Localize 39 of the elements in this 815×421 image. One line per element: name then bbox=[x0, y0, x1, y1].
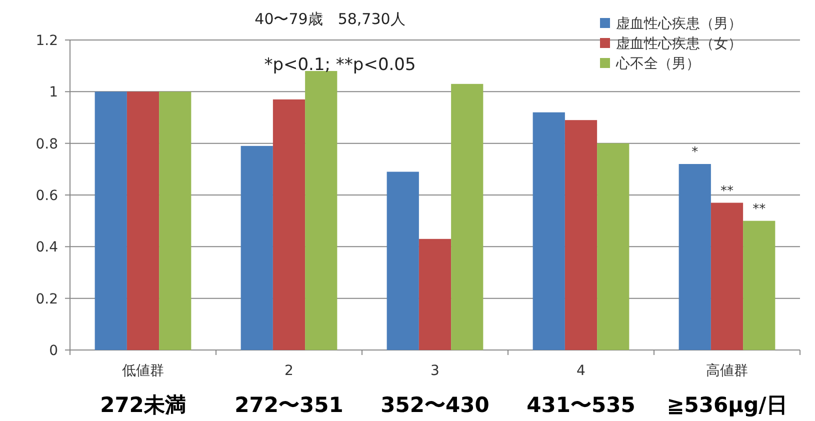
bar bbox=[94, 92, 127, 350]
bar bbox=[240, 146, 273, 350]
text: 352〜430 bbox=[380, 393, 490, 417]
y-tick-label: 1 bbox=[49, 84, 58, 101]
bar bbox=[564, 120, 598, 350]
bar bbox=[678, 164, 711, 350]
bar bbox=[597, 143, 630, 350]
x-tick-label: 低値群 bbox=[122, 363, 164, 379]
bar bbox=[272, 99, 306, 350]
text: 431〜535 bbox=[526, 393, 636, 417]
y-tick-label: 0.2 bbox=[36, 291, 58, 308]
y-tick-label: 0.8 bbox=[36, 136, 58, 152]
bar bbox=[386, 172, 419, 350]
y-tick-label: 1.2 bbox=[36, 33, 58, 49]
text: ≧536μg/日 bbox=[666, 393, 788, 417]
text: 272未満 bbox=[100, 393, 186, 417]
x-tick-label: 高値群 bbox=[706, 363, 748, 379]
x-tick-label: 3 bbox=[430, 363, 440, 379]
y-tick-label: 0 bbox=[49, 343, 58, 359]
chart-title: 40〜79歳 58,730人 bbox=[254, 10, 406, 28]
legend-label: 虚血性心疾患（男） bbox=[616, 16, 742, 32]
x-tick-label: 2 bbox=[284, 363, 294, 379]
annotation: * bbox=[692, 145, 699, 160]
legend-label: 虚血性心疾患（女） bbox=[616, 36, 742, 52]
bar bbox=[451, 84, 484, 350]
bar bbox=[743, 220, 776, 350]
bar bbox=[710, 202, 744, 350]
bar bbox=[126, 92, 160, 350]
annotation: *p<0.1; **p<0.05 bbox=[264, 55, 416, 75]
bar bbox=[532, 112, 565, 350]
bar bbox=[159, 92, 192, 350]
text: 272〜351 bbox=[234, 393, 344, 417]
legend-label: 心不全（男） bbox=[615, 56, 700, 72]
annotation: ** bbox=[720, 184, 734, 199]
x-tick-label: 4 bbox=[576, 363, 586, 379]
y-tick-label: 0.4 bbox=[36, 240, 58, 256]
y-tick-label: 0.6 bbox=[36, 188, 58, 204]
annotation: ** bbox=[752, 202, 766, 217]
bar bbox=[418, 238, 452, 350]
